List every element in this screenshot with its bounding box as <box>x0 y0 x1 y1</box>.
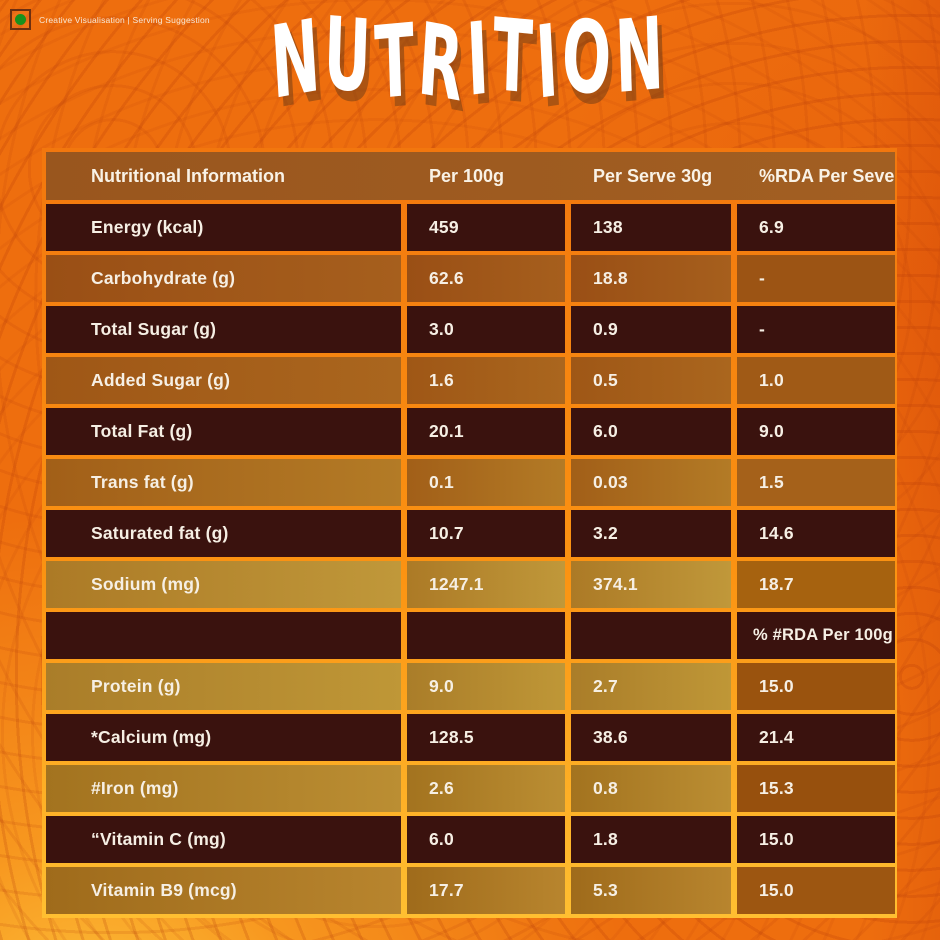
row-value-cell: 5.3 <box>571 867 731 914</box>
row-label-cell: *Calcium (mg) <box>46 714 401 761</box>
disclaimer-text: Creative Visualisation | Serving Suggest… <box>39 14 210 25</box>
row-value-cell: 9.0 <box>737 408 895 455</box>
row-label-cell: Vitamin B9 (mcg) <box>46 867 401 914</box>
row-value-cell: - <box>737 255 895 302</box>
title-letter: R <box>415 0 471 126</box>
row-value-cell: 15.0 <box>737 816 895 863</box>
row-label-cell: #Iron (mg) <box>46 765 401 812</box>
separator-cell <box>407 612 565 659</box>
row-label-cell: Total Sugar (g) <box>46 306 401 353</box>
title-letter: U <box>322 0 378 116</box>
row-value-cell: 20.1 <box>407 408 565 455</box>
title-letter: T <box>373 1 421 122</box>
column-header-per-serve-30g: Per Serve 30g <box>593 165 713 186</box>
row-value-cell: 0.8 <box>571 765 731 812</box>
row-label-cell: Trans fat (g) <box>46 459 401 506</box>
row-value-cell: 128.5 <box>407 714 565 761</box>
row-value-cell: 38.6 <box>571 714 731 761</box>
row-value-cell: 3.2 <box>571 510 731 557</box>
separator-cell <box>46 612 401 659</box>
nutrition-table: Nutritional Information Per 100g Per Ser… <box>42 148 897 918</box>
table-header-row: Nutritional Information Per 100g Per Ser… <box>46 152 895 200</box>
title-letter: O <box>560 0 619 120</box>
row-value-cell: 1.6 <box>407 357 565 404</box>
row-value-cell: 10.7 <box>407 510 565 557</box>
row-value-cell: 21.4 <box>737 714 895 761</box>
column-header-rda-per-serve: %RDA Per Seve <box>759 165 895 186</box>
row-value-cell: 2.6 <box>407 765 565 812</box>
row-value-cell: 6.0 <box>407 816 565 863</box>
page-title: NUTRITION <box>0 0 940 125</box>
page-title-word: NUTRITION <box>268 0 671 125</box>
row-value-cell: 0.03 <box>571 459 731 506</box>
separator-cell <box>571 612 731 659</box>
row-label-cell: Total Fat (g) <box>46 408 401 455</box>
row-value-cell: 0.5 <box>571 357 731 404</box>
row-value-cell: 62.6 <box>407 255 565 302</box>
row-value-cell: 15.0 <box>737 867 895 914</box>
row-value-cell: 1247.1 <box>407 561 565 608</box>
row-value-cell: 1.0 <box>737 357 895 404</box>
row-value-cell: 1.5 <box>737 459 895 506</box>
row-value-cell: 0.9 <box>571 306 731 353</box>
row-value-cell: 17.7 <box>407 867 565 914</box>
row-value-cell: - <box>737 306 895 353</box>
row-value-cell: 374.1 <box>571 561 731 608</box>
row-label-cell: “Vitamin C (mg) <box>46 816 401 863</box>
row-value-cell: 9.0 <box>407 663 565 710</box>
disclaimer: Creative Visualisation | Serving Suggest… <box>10 9 210 30</box>
row-value-cell: 6.0 <box>571 408 731 455</box>
row-value-cell: 6.9 <box>737 204 895 251</box>
row-value-cell: 138 <box>571 204 731 251</box>
veg-dot-icon <box>15 14 26 25</box>
row-label-cell: Energy (kcal) <box>46 204 401 251</box>
column-header-nutritional-information: Nutritional Information <box>91 165 285 186</box>
veg-mark-icon <box>10 9 31 30</box>
row-label-cell: Sodium (mg) <box>46 561 401 608</box>
title-letter: N <box>614 0 671 116</box>
title-letter: T <box>491 0 539 117</box>
row-label-cell: Carbohydrate (g) <box>46 255 401 302</box>
row-label-cell: Added Sugar (g) <box>46 357 401 404</box>
row-value-cell: 15.3 <box>737 765 895 812</box>
row-value-cell: 18.8 <box>571 255 731 302</box>
row-value-cell: 2.7 <box>571 663 731 710</box>
row-value-cell: 14.6 <box>737 510 895 557</box>
row-value-cell: 1.8 <box>571 816 731 863</box>
row-value-cell: 0.1 <box>407 459 565 506</box>
separator-cell: % #RDA Per 100g <box>737 612 895 659</box>
column-header-per-100g: Per 100g <box>429 165 505 186</box>
row-value-cell: 459 <box>407 204 565 251</box>
row-label-cell: Protein (g) <box>46 663 401 710</box>
title-letter: N <box>268 0 328 122</box>
row-value-cell: 18.7 <box>737 561 895 608</box>
row-value-cell: 3.0 <box>407 306 565 353</box>
row-value-cell: 15.0 <box>737 663 895 710</box>
row-label-cell: Saturated fat (g) <box>46 510 401 557</box>
